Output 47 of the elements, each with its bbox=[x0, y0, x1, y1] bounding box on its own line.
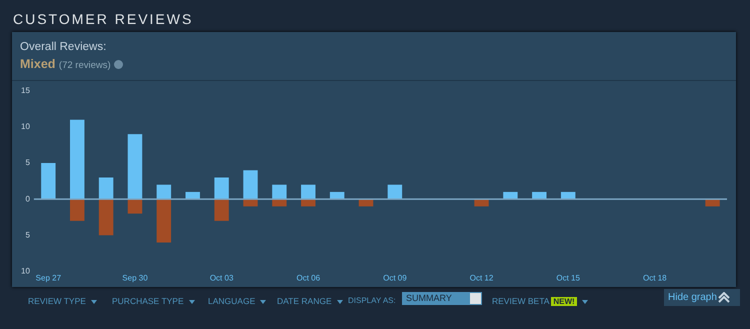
bar bbox=[41, 163, 56, 200]
bar bbox=[70, 120, 84, 200]
bar bbox=[128, 199, 142, 214]
bar bbox=[214, 177, 229, 200]
chart-title: CUSTOMER REVIEWS bbox=[13, 11, 194, 27]
bar bbox=[156, 184, 172, 200]
y-tick-label: 10 bbox=[20, 266, 30, 276]
bar bbox=[532, 192, 547, 200]
chart-subtitle: Overall Reviews: bbox=[20, 41, 106, 53]
text: REVIEW BETA bbox=[492, 296, 549, 306]
text: (72 reviews) bbox=[58, 60, 111, 71]
x-tick-label: Oct 12 bbox=[470, 273, 494, 282]
text: DISPLAY AS: bbox=[348, 296, 396, 305]
text: NEW! bbox=[551, 297, 577, 306]
bar bbox=[503, 192, 518, 200]
x-tick-label: Oct 06 bbox=[296, 273, 321, 282]
x-tick-label: Sep 30 bbox=[122, 273, 148, 282]
bar bbox=[243, 170, 258, 200]
bar bbox=[186, 192, 200, 200]
bar bbox=[301, 184, 316, 200]
bar bbox=[156, 199, 172, 243]
bar bbox=[128, 134, 142, 200]
text: SUMMARY bbox=[402, 292, 482, 305]
bar bbox=[560, 192, 576, 200]
text: PURCHASE TYPE bbox=[112, 296, 185, 306]
y-tick-label: 5 bbox=[25, 158, 30, 168]
bar bbox=[98, 199, 114, 236]
text: REVIEW TYPE bbox=[28, 296, 87, 306]
text: DATE RANGE bbox=[277, 296, 333, 306]
x-tick-label: Oct 09 bbox=[383, 273, 408, 282]
x-tick-label: Oct 15 bbox=[556, 273, 580, 282]
text: LANGUAGE bbox=[208, 296, 256, 306]
x-tick-label: Oct 18 bbox=[643, 273, 668, 282]
bar bbox=[70, 199, 84, 221]
x-tick-label: Sep 27 bbox=[36, 273, 62, 282]
bar bbox=[388, 184, 402, 200]
y-tick-label: 5 bbox=[25, 230, 30, 240]
x-tick-label: Oct 03 bbox=[210, 273, 234, 282]
text: Mixed bbox=[20, 57, 56, 71]
y-tick-label: 10 bbox=[20, 122, 30, 132]
bar bbox=[272, 184, 287, 200]
y-tick-label: 15 bbox=[20, 86, 30, 96]
text: Hide graph bbox=[664, 289, 740, 306]
bar bbox=[330, 192, 344, 200]
bar bbox=[98, 177, 114, 200]
bar bbox=[214, 199, 229, 221]
y-tick-label: 0 bbox=[25, 194, 30, 204]
